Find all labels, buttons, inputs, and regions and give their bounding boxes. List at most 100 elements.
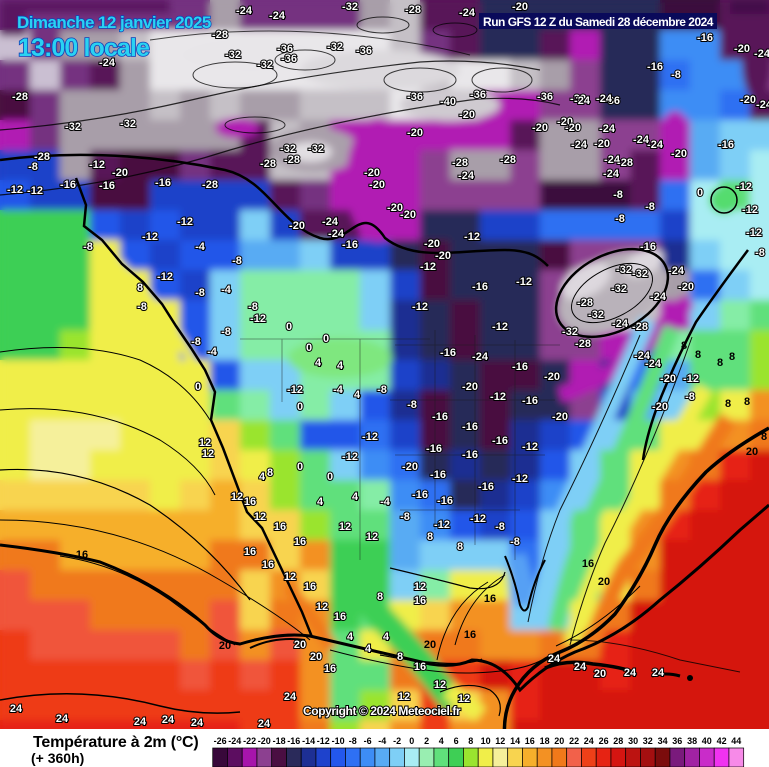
svg-text:-2: -2 [393, 736, 401, 746]
svg-text:-24: -24 [754, 48, 769, 60]
svg-text:-20: -20 [459, 109, 475, 121]
svg-text:-16: -16 [718, 139, 734, 151]
svg-text:20: 20 [219, 640, 231, 652]
svg-text:8: 8 [729, 351, 735, 363]
svg-text:30: 30 [628, 736, 638, 746]
svg-text:20: 20 [598, 576, 610, 588]
svg-text:8: 8 [695, 349, 701, 361]
svg-text:24: 24 [284, 691, 297, 703]
svg-text:-16: -16 [287, 736, 300, 746]
svg-text:-20: -20 [652, 401, 668, 413]
svg-text:-16: -16 [440, 347, 456, 359]
svg-text:-32: -32 [257, 59, 273, 71]
svg-text:8: 8 [267, 467, 273, 479]
svg-text:-8: -8 [248, 301, 258, 313]
svg-text:4: 4 [352, 491, 359, 503]
svg-text:-8: -8 [615, 213, 625, 225]
svg-text:-8: -8 [221, 326, 231, 338]
svg-text:-20: -20 [462, 381, 478, 393]
svg-text:24: 24 [258, 718, 271, 730]
svg-text:32: 32 [643, 736, 653, 746]
svg-text:20: 20 [310, 651, 322, 663]
svg-text:-12: -12 [27, 185, 43, 197]
svg-text:-8: -8 [755, 247, 765, 259]
svg-text:0: 0 [195, 381, 201, 393]
svg-text:-8: -8 [510, 536, 520, 548]
svg-text:12: 12 [398, 691, 410, 703]
svg-text:24: 24 [574, 661, 587, 673]
svg-text:22: 22 [569, 736, 579, 746]
svg-text:20: 20 [554, 736, 564, 746]
svg-text:-16: -16 [462, 421, 478, 433]
svg-text:-32: -32 [632, 268, 648, 280]
svg-text:-24: -24 [322, 216, 339, 228]
svg-text:12: 12 [254, 511, 266, 523]
svg-text:0: 0 [697, 187, 703, 199]
svg-text:4: 4 [315, 357, 322, 369]
svg-text:-32: -32 [570, 93, 586, 105]
svg-text:-8: -8 [400, 511, 410, 523]
svg-text:-20: -20 [407, 127, 423, 139]
svg-text:-36: -36 [277, 43, 293, 55]
svg-text:12: 12 [495, 736, 505, 746]
svg-text:-20: -20 [660, 373, 676, 385]
svg-text:4: 4 [365, 643, 372, 655]
svg-text:-12: -12 [522, 441, 538, 453]
svg-text:-12: -12 [746, 227, 762, 239]
svg-text:-32: -32 [342, 1, 358, 13]
svg-text:20: 20 [746, 446, 758, 458]
svg-text:-24: -24 [458, 170, 475, 182]
svg-text:12: 12 [202, 448, 214, 460]
svg-text:-8: -8 [495, 521, 505, 533]
svg-text:-12: -12 [317, 736, 330, 746]
svg-text:-14: -14 [302, 736, 315, 746]
svg-text:16: 16 [525, 736, 535, 746]
svg-text:16: 16 [484, 593, 496, 605]
svg-text:-8: -8 [407, 399, 417, 411]
svg-text:-20: -20 [400, 209, 416, 221]
svg-text:14: 14 [510, 736, 520, 746]
svg-text:24: 24 [10, 703, 23, 715]
svg-text:(+ 360h): (+ 360h) [31, 750, 84, 766]
svg-text:-32: -32 [308, 143, 324, 155]
svg-text:24: 24 [162, 714, 175, 726]
svg-text:-8: -8 [191, 336, 201, 348]
svg-text:-8: -8 [83, 241, 93, 253]
svg-text:-24: -24 [228, 736, 241, 746]
svg-text:-32: -32 [280, 143, 296, 155]
svg-text:-12: -12 [412, 301, 428, 313]
svg-text:-12: -12 [420, 261, 436, 273]
svg-text:-16: -16 [426, 443, 442, 455]
svg-text:-16: -16 [522, 395, 538, 407]
svg-text:40: 40 [702, 736, 712, 746]
svg-text:-12: -12 [177, 216, 193, 228]
svg-text:-28: -28 [212, 29, 228, 41]
svg-text:-8: -8 [685, 391, 695, 403]
svg-text:13:00 locale: 13:00 locale [18, 34, 150, 62]
svg-text:8: 8 [761, 431, 767, 443]
svg-text:34: 34 [658, 736, 668, 746]
svg-text:-22: -22 [243, 736, 256, 746]
svg-text:-20: -20 [369, 179, 385, 191]
svg-text:-8: -8 [377, 384, 387, 396]
svg-text:-20: -20 [435, 250, 451, 262]
svg-text:-24: -24 [650, 291, 667, 303]
svg-text:-24: -24 [574, 95, 591, 107]
svg-text:-36: -36 [407, 91, 423, 103]
svg-text:-16: -16 [412, 489, 428, 501]
svg-text:-12: -12 [362, 431, 378, 443]
svg-text:-8: -8 [137, 301, 147, 313]
svg-text:-16: -16 [640, 241, 656, 253]
svg-text:16: 16 [324, 663, 336, 675]
svg-text:36: 36 [672, 736, 682, 746]
svg-text:8: 8 [137, 282, 143, 294]
svg-text:-32: -32 [225, 49, 241, 61]
svg-text:-24: -24 [459, 7, 476, 19]
svg-text:-32: -32 [65, 121, 81, 133]
svg-text:-28: -28 [632, 321, 648, 333]
svg-text:8: 8 [397, 651, 403, 663]
svg-text:-8: -8 [232, 255, 242, 267]
svg-text:16: 16 [244, 546, 256, 558]
svg-text:16: 16 [464, 629, 476, 641]
svg-text:0: 0 [297, 461, 303, 473]
